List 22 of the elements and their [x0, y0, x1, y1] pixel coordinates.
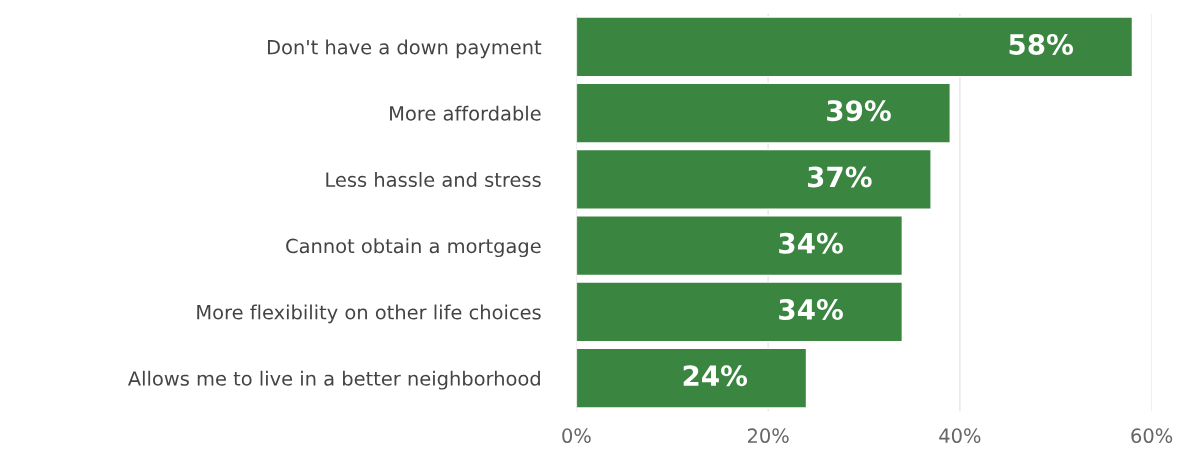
data-label: 37% — [807, 166, 872, 188]
y-tick-label: More affordable — [390, 105, 541, 121]
bar — [576, 215, 904, 277]
y-tick-label: Allows me to live in a better neighborhood — [127, 370, 540, 390]
bar — [576, 82, 951, 144]
y-tick-label: Cannot obtain a mortgage — [286, 238, 541, 258]
y-tick-label: More flexibility on other life choices — [197, 304, 541, 324]
x-tick-label: 20% — [747, 428, 789, 444]
data-label: 58% — [1009, 33, 1074, 55]
bar — [576, 347, 808, 409]
data-label: 34% — [779, 298, 843, 320]
y-tick-label: Don't have a down payment — [267, 39, 542, 59]
x-tick-label: 40% — [939, 428, 981, 444]
data-label: 34% — [779, 232, 843, 254]
data-label: 39% — [827, 100, 891, 122]
bar — [576, 16, 1134, 78]
x-tick-label: 60% — [1131, 428, 1173, 444]
bar — [576, 148, 932, 210]
data-label: 24% — [683, 365, 748, 387]
x-tick-label: 0% — [562, 428, 591, 444]
bar — [576, 281, 904, 343]
y-tick-label: Less hassle and stress — [326, 171, 541, 188]
